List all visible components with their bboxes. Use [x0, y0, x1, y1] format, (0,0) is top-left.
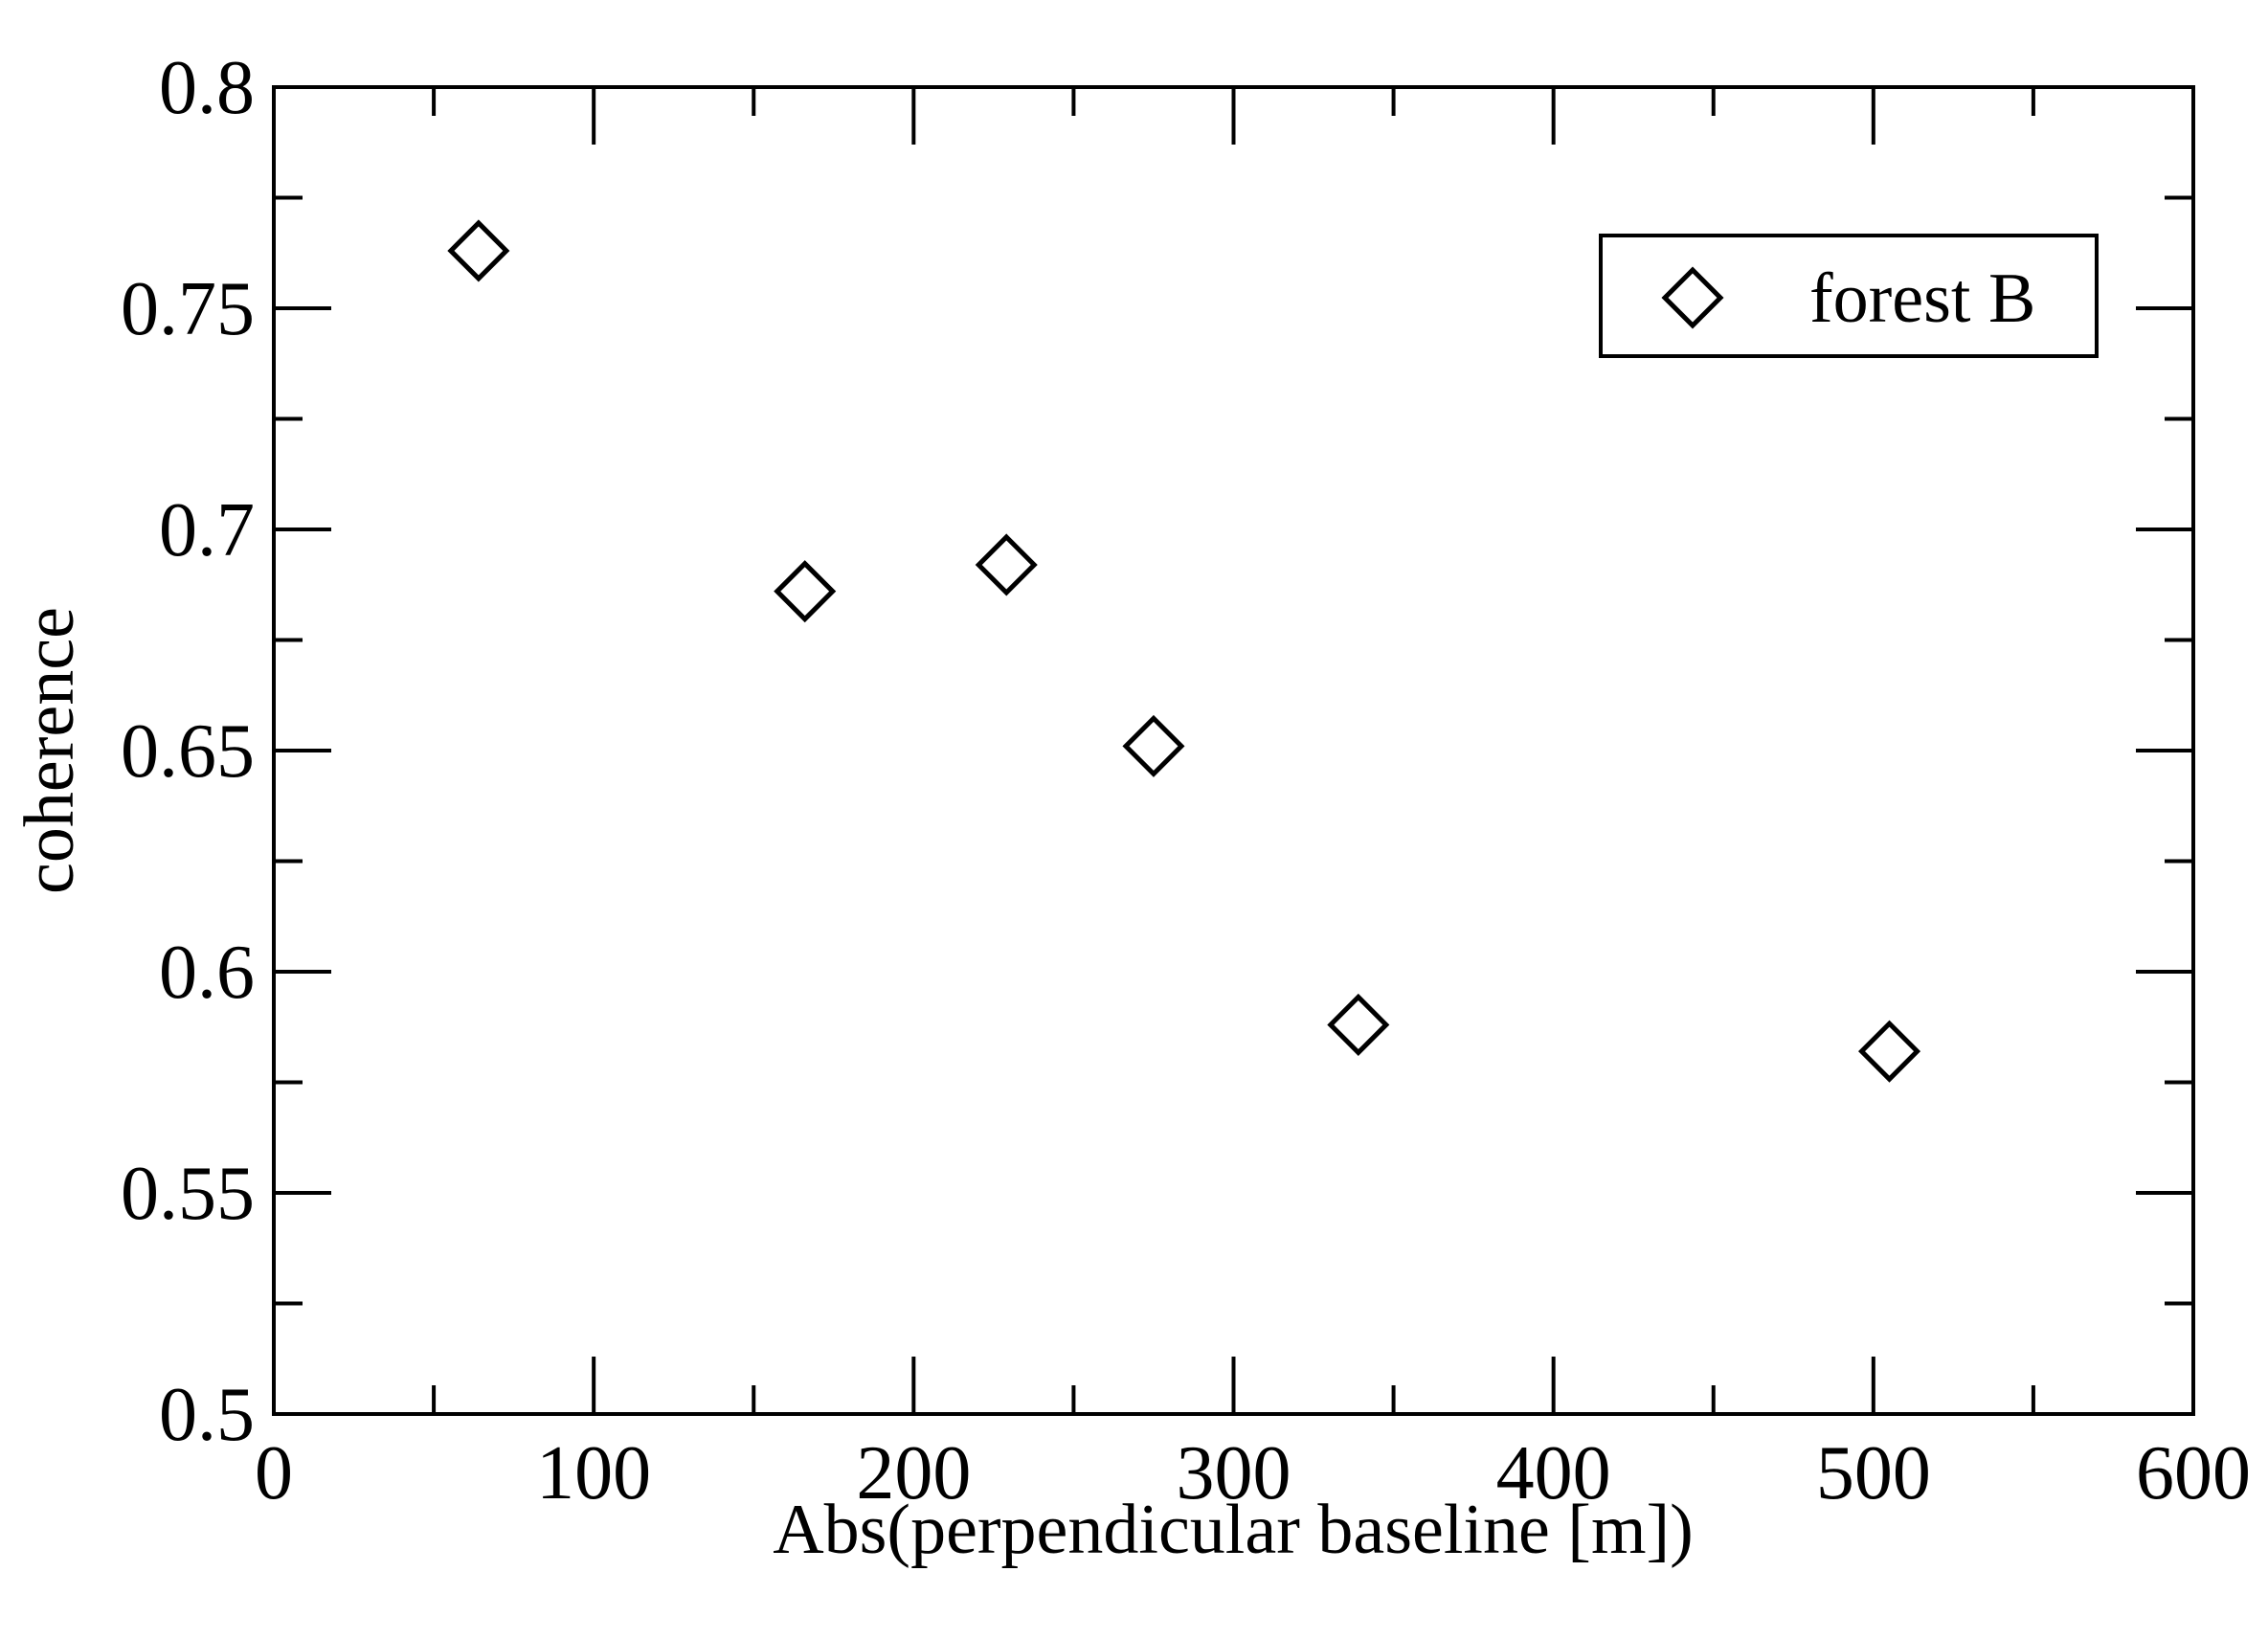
x-axis-title: Abs(perpendicular baseline [m]) — [773, 1491, 1694, 1569]
x-tick-label: 300 — [1177, 1431, 1291, 1516]
x-tick-label: 100 — [536, 1431, 651, 1516]
data-point-diamond — [1122, 714, 1185, 777]
x-tick-label: 600 — [2136, 1431, 2251, 1516]
legend-diamond-icon — [1661, 266, 1724, 329]
data-point-diamond — [1858, 1020, 1921, 1083]
legend-label: forest B — [1809, 259, 2035, 338]
data-points — [447, 219, 1921, 1083]
x-tick-label: 200 — [856, 1431, 971, 1516]
data-point-diamond — [447, 219, 510, 282]
axis-ticks — [272, 85, 2195, 1416]
x-tick-label: 400 — [1496, 1431, 1611, 1516]
data-point-diamond — [1327, 993, 1390, 1056]
y-axis-title: coherence — [11, 607, 89, 894]
y-tick-labels: 0.5 0.55 0.6 0.65 0.7 0.75 0.8 — [121, 46, 255, 1457]
x-tick-label: 500 — [1816, 1431, 1931, 1516]
y-tick-label: 0.65 — [121, 709, 255, 794]
y-tick-label: 0.6 — [159, 931, 255, 1015]
y-tick-label: 0.75 — [121, 267, 255, 351]
x-tick-label: 0 — [255, 1431, 293, 1516]
y-tick-label: 0.8 — [159, 46, 255, 130]
data-point-diamond — [975, 533, 1038, 596]
y-tick-label: 0.55 — [121, 1152, 255, 1236]
legend-box — [1599, 234, 2099, 358]
legend: forest B — [1599, 234, 2099, 358]
y-tick-label: 0.7 — [159, 488, 255, 573]
data-point-diamond — [774, 560, 837, 623]
y-tick-label: 0.5 — [159, 1373, 255, 1457]
x-tick-labels: 0 100 200 300 400 500 600 — [255, 1431, 2251, 1516]
